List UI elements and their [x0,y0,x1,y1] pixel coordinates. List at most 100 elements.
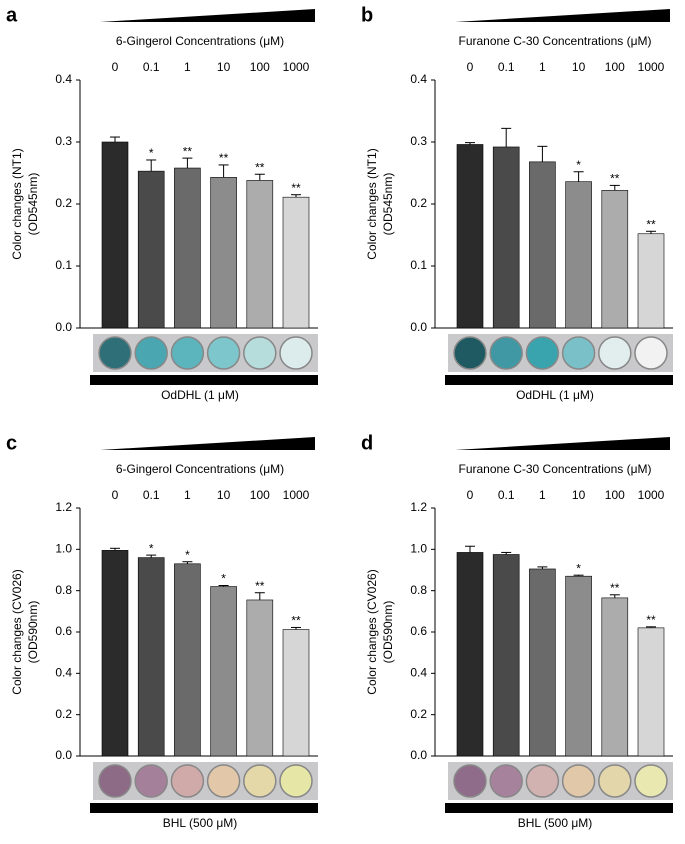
x-tick-label: 0 [467,488,474,502]
y-tick-label: 0.3 [410,134,427,148]
y-tick-label: 0.4 [55,666,72,680]
x-tick-label: 0.1 [498,60,515,74]
chart-title: Furanone C-30 Concentrations (μM) [459,462,652,476]
bar [101,550,129,757]
x-tick-label: 100 [250,60,270,74]
bar [637,627,665,757]
well [243,764,277,798]
y-tick-label: 0.3 [55,134,72,148]
well [170,336,205,370]
x-tick-label: 0 [467,60,474,74]
well [206,764,241,798]
well [634,764,668,798]
bar [174,167,201,329]
concentration-wedge [100,9,315,22]
y-tick-label: 0.8 [410,583,427,597]
bar [137,557,165,757]
y-tick-label: 0.1 [55,258,72,272]
concentration-wedge [100,437,315,450]
bar [210,177,237,329]
significance-mark: * [576,158,581,172]
y-axis-label: (OD545nm) [381,173,395,236]
treatment-label: BHL (500 μM) [163,816,238,830]
bar [282,629,310,757]
panel-label: b [361,4,373,26]
x-tick-label: 1 [539,60,546,74]
y-axis-label: Color changes (CV026) [365,569,379,694]
well [561,336,596,370]
well [525,336,560,370]
x-tick-label: 0.1 [143,60,160,74]
y-axis-label: (OD590nm) [26,601,40,664]
y-axis-label: Color changes (NT1) [10,148,24,259]
concentration-wedge [455,9,670,22]
x-tick-label: 1 [184,488,191,502]
panel-label: d [361,432,373,454]
well [525,764,560,798]
x-tick-label: 1000 [283,488,310,502]
y-tick-label: 0.4 [55,72,72,86]
y-tick-label: 0.6 [55,624,72,638]
treatment-bar [445,803,673,813]
bar [529,568,556,757]
x-tick-label: 100 [605,488,625,502]
chart-title: 6-Gingerol Concentrations (μM) [116,34,284,48]
well [598,764,632,798]
x-tick-label: 10 [217,60,231,74]
well [279,764,313,798]
y-tick-label: 0.2 [55,196,72,210]
panel: d Furanone C-30 Concentrations (μM) Color … [361,432,673,830]
treatment-bar [445,375,673,385]
significance-mark: * [576,561,581,575]
significance-mark: ** [291,614,301,628]
y-tick-label: 0.0 [410,748,427,762]
x-tick-label: 0 [112,60,119,74]
y-tick-label: 0.2 [55,707,72,721]
significance-mark: * [149,146,154,160]
well [561,764,596,798]
x-tick-label: 1000 [283,60,310,74]
panel: b Furanone C-30 Concentrations (μM) Color … [361,4,673,402]
y-tick-label: 0.2 [410,196,427,210]
significance-mark: * [185,548,190,562]
well [170,764,205,798]
significance-mark: ** [183,144,193,158]
bar [601,597,629,757]
x-tick-label: 1 [539,488,546,502]
y-tick-label: 0.8 [55,583,72,597]
well [598,336,632,370]
bar [137,170,165,329]
y-tick-label: 0.0 [410,320,427,334]
y-tick-label: 1.2 [410,500,427,514]
bar [101,141,129,329]
bar [246,599,274,757]
bar [492,146,520,329]
panel: a 6-Gingerol Concentrations (μM) Color cha… [6,4,318,402]
x-tick-label: 10 [572,488,586,502]
y-tick-label: 0.2 [410,707,427,721]
significance-mark: ** [255,160,265,174]
bar [565,181,592,329]
significance-mark: ** [646,217,656,231]
significance-mark: ** [610,581,620,595]
bar [456,552,484,757]
x-tick-label: 100 [605,60,625,74]
well [243,336,277,370]
y-tick-label: 0.0 [55,320,72,334]
well [634,336,668,370]
x-tick-label: 0.1 [143,488,160,502]
significance-mark: ** [219,151,229,165]
x-tick-label: 1000 [638,60,665,74]
y-tick-label: 1.2 [55,500,72,514]
y-tick-label: 0.0 [55,748,72,762]
panel: c 6-Gingerol Concentrations (μM) Color cha… [6,432,318,830]
well [453,336,487,370]
bar [565,575,592,757]
x-tick-label: 100 [250,488,270,502]
bar [637,233,665,329]
well [453,764,487,798]
chart-title: 6-Gingerol Concentrations (μM) [116,462,284,476]
well [98,764,132,798]
bar [456,144,484,329]
